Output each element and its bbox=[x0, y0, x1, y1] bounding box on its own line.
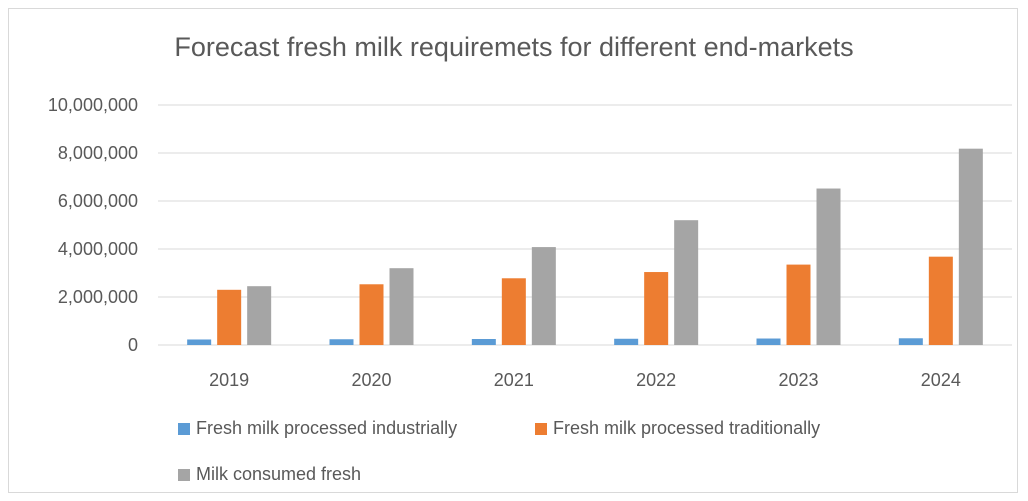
chart-title: Forecast fresh milk requiremets for diff… bbox=[174, 32, 854, 62]
legend-item-traditional: Fresh milk processed traditionally bbox=[535, 418, 820, 439]
legend-item-industrial: Fresh milk processed industrially bbox=[178, 418, 457, 439]
bar-2021-series-1 bbox=[501, 278, 526, 345]
bar-2024-series-0 bbox=[898, 338, 923, 345]
bar-2022-series-0 bbox=[614, 338, 639, 345]
y-tick-label: 4,000,000 bbox=[58, 239, 138, 259]
bar-2020-series-0 bbox=[329, 339, 354, 345]
bar-2023-series-1 bbox=[786, 264, 811, 345]
bars bbox=[187, 148, 983, 345]
x-axis-ticks: 2019 2020 2021 2022 2023 2024 bbox=[209, 370, 961, 390]
y-tick-label: 2,000,000 bbox=[58, 287, 138, 307]
y-axis-ticks: 0 2,000,000 4,000,000 6,000,000 8,000,000 10,… bbox=[48, 95, 138, 355]
x-tick-label-2024: 2024 bbox=[921, 370, 961, 390]
y-tick-label: 8,000,000 bbox=[58, 143, 138, 163]
x-tick-label-2019: 2019 bbox=[209, 370, 249, 390]
y-tick-label: 6,000,000 bbox=[58, 191, 138, 211]
y-tick-label: 0 bbox=[128, 335, 138, 355]
x-tick-label-2021: 2021 bbox=[494, 370, 534, 390]
legend-swatch-industrial bbox=[178, 422, 190, 435]
y-tick-label: 10,000,000 bbox=[48, 95, 138, 115]
bar-2022-series-1 bbox=[644, 272, 669, 345]
bar-2024-series-1 bbox=[928, 256, 953, 345]
x-tick-label-2023: 2023 bbox=[778, 370, 818, 390]
bar-2024-series-2 bbox=[958, 148, 983, 345]
bar-2019-series-2 bbox=[247, 286, 272, 345]
bar-2020-series-2 bbox=[389, 268, 414, 345]
bar-2020-series-1 bbox=[359, 284, 384, 345]
legend-label-fresh: Milk consumed fresh bbox=[196, 464, 362, 484]
chart-frame bbox=[8, 8, 1018, 493]
bar-2019-series-1 bbox=[217, 289, 242, 345]
legend-item-fresh: Milk consumed fresh bbox=[178, 464, 361, 485]
bar-2023-series-2 bbox=[816, 188, 841, 345]
x-tick-label-2022: 2022 bbox=[636, 370, 676, 390]
bar-2022-series-2 bbox=[674, 220, 699, 345]
legend-label-industrial: Fresh milk processed industrially bbox=[196, 418, 458, 438]
legend-label-traditional: Fresh milk processed traditionally bbox=[553, 418, 821, 438]
gridlines bbox=[158, 104, 1012, 346]
bar-2023-series-0 bbox=[756, 338, 781, 345]
legend-swatch-traditional bbox=[535, 422, 547, 435]
bar-2019-series-0 bbox=[187, 339, 212, 345]
legend-swatch-fresh bbox=[178, 468, 190, 481]
bar-2021-series-2 bbox=[531, 247, 556, 345]
x-tick-label-2020: 2020 bbox=[351, 370, 391, 390]
bar-2021-series-0 bbox=[471, 339, 496, 345]
